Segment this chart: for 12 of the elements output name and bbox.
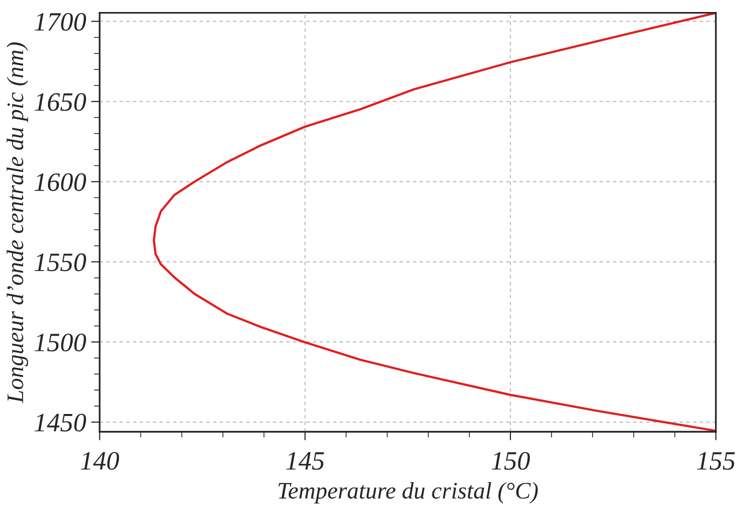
y-tick-label: 1450 [34,414,86,432]
y-tick-label: 1600 [34,173,86,192]
y-axis-title: Longueur d’onde centrale du pic (nm) [6,42,28,404]
y-tick-label: 1650 [34,93,86,111]
y-tick-label: 1550 [34,253,86,272]
x-tick-label: 140 [80,452,120,470]
y-tick-label: 1500 [34,334,86,352]
x-axis-title: Temperature du cristal (°C) [278,482,538,504]
y-tick-label: 1700 [34,12,86,31]
x-tick-label: 155 [697,452,735,470]
x-tick-label: 150 [492,452,530,470]
x-tick-label: 145 [286,452,324,470]
